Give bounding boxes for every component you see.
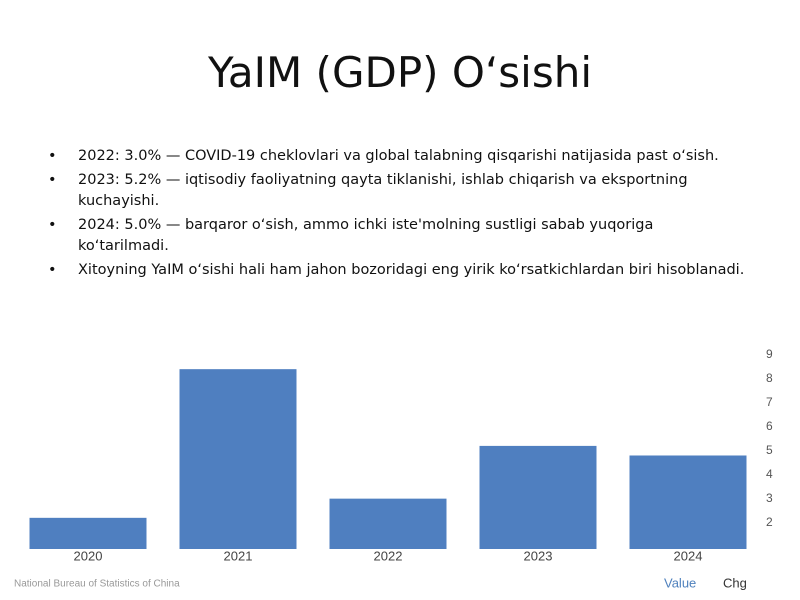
x-tick-label: 2020 [74,548,103,563]
bar [179,369,297,549]
x-tick-label: 2022 [374,548,403,563]
bar [29,517,147,549]
y-tick-label: 4 [766,467,773,481]
bullet-list: 2022: 3.0% — COVID-19 cheklovlari va glo… [48,146,748,284]
bullet: 2023: 5.2% — iqtisodiy faoliyatning qayt… [48,170,748,212]
slide-title: YaIM (GDP) O‘sishi [207,48,593,97]
y-tick-label: 7 [766,395,773,409]
x-tick-label: 2021 [224,548,253,563]
bullet: 2024: 5.0% — barqaror o‘sish, ammo ichki… [48,215,748,257]
y-tick-label: 9 [766,347,773,361]
x-tick-label: 2024 [674,548,703,563]
source-note: National Bureau of Statistics of China [14,579,180,590]
bar [479,445,597,549]
bullet: Xitoyning YaIM o‘sishi hali ham jahon bo… [48,260,748,281]
y-tick-label: 5 [766,443,773,457]
x-tick-label: 2023 [524,548,553,563]
legend-item: Chg [723,575,747,590]
bar [629,455,747,549]
y-tick-label: 3 [766,491,773,505]
legend-item: Value [664,575,696,590]
y-tick-label: 6 [766,419,773,433]
bullet: 2022: 3.0% — COVID-19 cheklovlari va glo… [48,146,748,167]
bar [329,498,447,549]
y-tick-label: 8 [766,371,773,385]
y-tick-label: 2 [766,515,773,529]
